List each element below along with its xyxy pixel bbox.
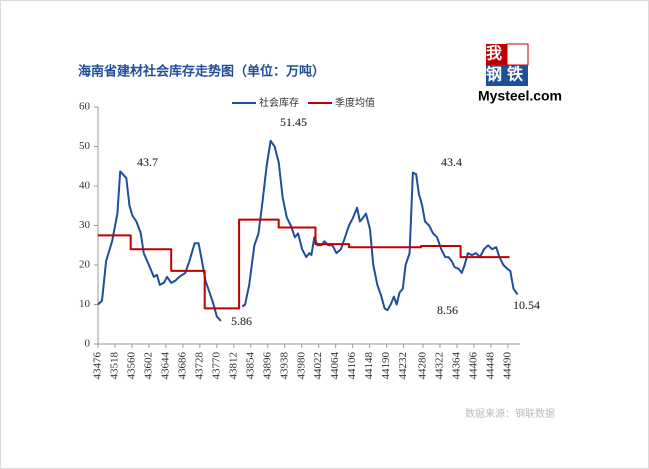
x-tick-label: 43686 bbox=[176, 352, 188, 380]
x-tick-label: 43980 bbox=[295, 352, 307, 380]
annotation: 10.54 bbox=[513, 298, 540, 312]
annotation: 43.4 bbox=[441, 155, 462, 169]
logo-brand: Mysteel.com bbox=[478, 88, 562, 104]
annotation: 43.7 bbox=[137, 155, 158, 169]
y-tick-label: 40 bbox=[79, 180, 91, 192]
x-tick-label: 44364 bbox=[450, 352, 462, 380]
x-tick-label: 44322 bbox=[433, 352, 445, 380]
y-tick-label: 60 bbox=[79, 101, 91, 113]
x-tick-label: 43770 bbox=[210, 352, 222, 380]
x-tick-label: 43854 bbox=[244, 352, 256, 380]
legend-label: 季度均值 bbox=[335, 96, 375, 109]
x-tick-label: 43896 bbox=[261, 352, 273, 380]
x-tick-label: 44232 bbox=[397, 352, 409, 380]
x-tick-label: 43602 bbox=[142, 352, 154, 380]
y-tick-label: 10 bbox=[79, 298, 91, 310]
x-tick-label: 44190 bbox=[380, 352, 392, 380]
x-tick-label: 44280 bbox=[417, 352, 429, 380]
x-tick-label: 43644 bbox=[159, 352, 171, 380]
series-line bbox=[98, 218, 510, 310]
x-tick-label: 43728 bbox=[193, 352, 205, 380]
series-line bbox=[97, 139, 519, 322]
annotation: 8.56 bbox=[437, 303, 458, 317]
x-tick-label: 43812 bbox=[227, 352, 239, 380]
x-tick-label: 44490 bbox=[501, 351, 513, 379]
y-tick-label: 50 bbox=[79, 140, 91, 152]
chart-title: 海南省建材社会库存走势图（单位：万吨） bbox=[78, 64, 325, 80]
x-tick-label: 43476 bbox=[92, 352, 104, 380]
logo-middle: 钢铁 bbox=[486, 65, 528, 84]
logo-box bbox=[486, 44, 507, 65]
x-tick-label: 43560 bbox=[125, 352, 137, 380]
annotation: 5.86 bbox=[231, 314, 252, 328]
x-tick-label: 44148 bbox=[363, 352, 375, 380]
legend-label: 社会库存 bbox=[259, 96, 299, 109]
logo-box bbox=[486, 65, 528, 86]
y-tick-label: 20 bbox=[79, 259, 91, 271]
source: 数据来源：钢联数据 bbox=[465, 407, 555, 420]
x-tick-label: 44448 bbox=[484, 352, 496, 380]
logo-top: 我的 bbox=[486, 44, 528, 63]
x-tick-label: 44106 bbox=[346, 352, 358, 380]
x-tick-label: 44406 bbox=[467, 352, 479, 380]
annotation: 51.45 bbox=[280, 115, 307, 129]
x-tick-label: 44064 bbox=[329, 352, 341, 380]
y-tick-label: 0 bbox=[85, 338, 91, 350]
x-tick-label: 43938 bbox=[278, 352, 290, 380]
x-tick-label: 43518 bbox=[109, 352, 121, 380]
y-tick-label: 30 bbox=[79, 219, 91, 231]
x-tick-label: 44022 bbox=[312, 352, 324, 380]
